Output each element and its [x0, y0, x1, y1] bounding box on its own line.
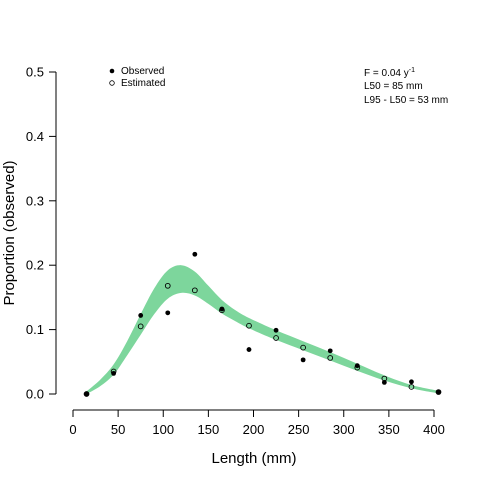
observed-point — [327, 348, 333, 354]
y-tick-label: 0.5 — [26, 65, 44, 80]
y-tick-label: 0.2 — [26, 258, 44, 273]
estimated-point — [219, 307, 225, 314]
annotation-block: F = 0.04 y-1 L50 = 85 mm L95 - L50 = 53 … — [364, 67, 448, 106]
observed-point — [138, 313, 144, 318]
annotation-l95: L95 - L50 = 53 mm — [364, 95, 448, 106]
observed-point — [165, 310, 171, 316]
x-tick-label: 150 — [198, 422, 220, 437]
confidence-band-layer — [86, 265, 439, 394]
estimated-point — [435, 389, 442, 395]
x-tick-label: 0 — [69, 422, 76, 437]
y-tick-label: 0.1 — [26, 322, 44, 337]
estimated-point — [110, 368, 117, 375]
observed-point — [436, 389, 441, 395]
annotation-f: F = 0.04 y-1 — [364, 67, 415, 79]
x-tick-label: 400 — [423, 422, 445, 437]
y-axis-ticks: 0.0 0.1 0.2 0.3 0.4 0.5 — [26, 65, 56, 402]
y-axis-title: Proportion (observed) — [1, 160, 18, 305]
estimated-point — [137, 323, 144, 330]
x-axis-ticks: 0 50 100 150 200 250 300 350 400 — [69, 410, 445, 437]
x-tick-label: 200 — [243, 422, 265, 437]
estimated-point — [83, 391, 90, 397]
points-layer — [83, 251, 442, 397]
legend-observed-label: Observed — [121, 66, 164, 77]
annotation-l50: L50 = 85 mm — [364, 81, 423, 92]
estimated-point — [381, 375, 388, 382]
x-tick-label: 100 — [152, 422, 174, 437]
estimated-point — [246, 322, 252, 329]
observed-point — [192, 251, 198, 257]
annotation-f-exponent: -1 — [409, 67, 415, 74]
observed-point — [84, 391, 89, 397]
legend-observed-marker — [109, 68, 115, 74]
observed-point — [354, 363, 360, 369]
estimated-point — [354, 364, 361, 371]
estimated-point — [164, 282, 171, 289]
observed-point — [246, 347, 252, 352]
estimated-point — [273, 335, 279, 341]
legend: Observed Estimated — [109, 66, 165, 89]
x-axis-title: Length (mm) — [211, 450, 296, 467]
observed-point — [381, 380, 387, 385]
legend-estimated-label: Estimated — [121, 78, 165, 89]
observed-point — [300, 357, 306, 363]
annotation-f-text: F = 0.04 y — [364, 68, 409, 79]
y-tick-label: 0.3 — [26, 193, 44, 208]
x-tick-label: 350 — [378, 422, 400, 437]
legend-estimated-marker — [109, 80, 115, 86]
observed-point — [409, 379, 414, 385]
x-tick-label: 50 — [111, 422, 125, 437]
estimated-point — [327, 355, 334, 361]
estimated-point — [191, 287, 198, 294]
x-tick-label: 300 — [333, 422, 355, 437]
y-tick-label: 0.4 — [26, 129, 44, 144]
observed-point — [273, 327, 279, 333]
estimated-point — [300, 344, 306, 351]
confidence-band — [86, 265, 439, 394]
estimated-point — [408, 384, 415, 390]
observed-point — [111, 370, 117, 376]
y-tick-label: 0.0 — [26, 387, 44, 402]
x-tick-label: 250 — [288, 422, 310, 437]
